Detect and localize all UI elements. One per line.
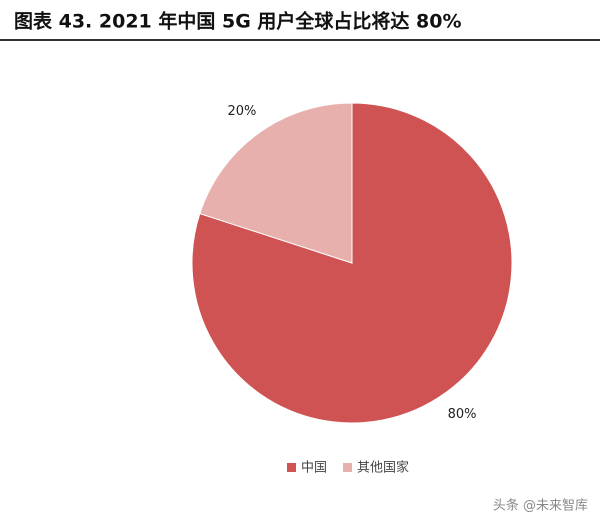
data-label: 20% [228, 104, 257, 119]
data-label: 80% [448, 407, 477, 422]
legend-label: 中国 [301, 461, 327, 476]
watermark: 头条 @未来智库 [493, 498, 588, 514]
legend-swatch [287, 463, 296, 472]
legend-label: 其他国家 [357, 460, 409, 476]
pie-slice [199, 102, 353, 264]
legend-swatch [343, 463, 353, 472]
chart-title: 图表 43. 2021 年中国 5G 用户全球占比将达 80% [14, 10, 462, 33]
